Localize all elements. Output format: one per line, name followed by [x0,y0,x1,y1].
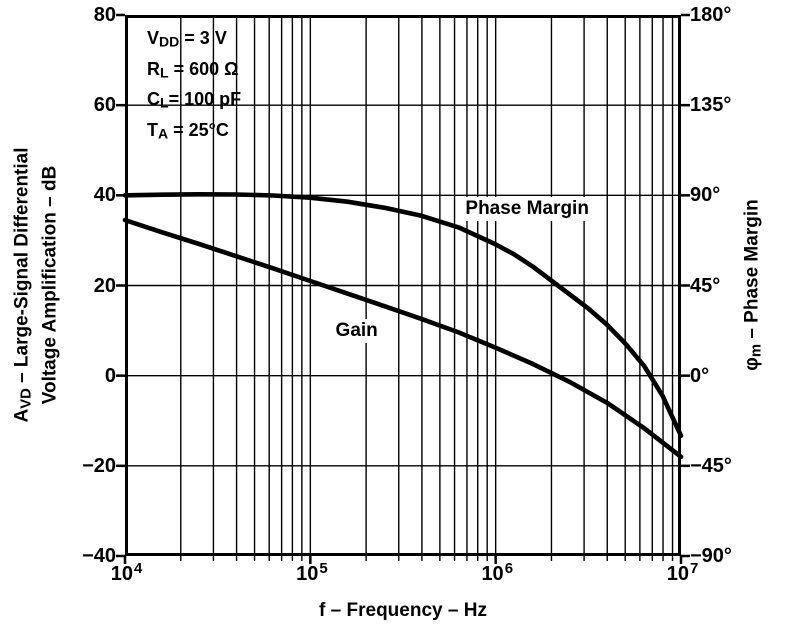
condition-subscript: L [160,64,169,81]
condition-line-3: CL= 100 pF [147,86,241,117]
test-conditions: VDD = 3 V RL = 600 Ω CL= 100 pF TA = 25°C [147,25,254,153]
plot-area: VDD = 3 V RL = 600 Ω CL= 100 pF TA = 25°C P… [116,13,690,564]
left-axis-title-line2: Voltage Amplification – dB [39,165,61,405]
y-tick-label-right: −90° [690,545,732,567]
x-tick-exponent: 4 [134,560,143,577]
condition-text: = 25°C [168,119,229,140]
condition-text: = 100 pF [168,89,242,110]
y-tick-label-right: 45° [690,274,721,297]
axis-tick-marks [116,13,690,564]
y-tick-label-right: 90° [690,184,721,207]
x-tick-base: 10 [666,563,690,585]
condition-line-4: TA = 25°C [147,117,241,148]
right-axis-title: φm – Phase Margin [741,199,765,371]
condition-text: C [147,89,160,110]
x-tick-exponent: 5 [319,560,328,577]
y-tick-label-left: 0 [104,364,116,387]
phase-margin-curve [122,192,684,439]
plot-frame [125,15,681,556]
y-tick-label-right: 180° [690,4,732,26]
left-axis-title: AVD – Large-Signal Differential Voltage … [11,147,62,422]
y-tick-label-left: 60 [93,94,116,117]
condition-text: = 600 Ω [168,58,239,79]
x-tick-base: 10 [110,563,134,585]
condition-text: T [147,119,158,140]
y-tick-label-left: 40 [93,184,116,207]
condition-text: R [147,58,160,79]
x-tick-label: 106 [481,560,513,586]
gain-curve [122,217,684,460]
condition-subscript: A [158,125,169,142]
chart-canvas [116,13,690,564]
x-tick-label: 105 [296,560,328,586]
condition-text: = 3 V [179,28,227,48]
y-tick-label-left: 80 [93,4,116,26]
x-axis-title: f – Frequency – Hz [319,600,487,621]
x-tick-label: 104 [111,560,143,586]
condition-text: V [147,28,160,48]
y-tick-label-right: −45° [690,454,732,477]
y-tick-label-left: 20 [93,274,116,297]
series-label-gain: Gain [329,318,384,343]
y-tick-label-right: 0° [690,364,710,387]
x-tick-base: 10 [296,563,319,585]
grid-lines [125,15,681,556]
condition-subscript: L [160,94,169,111]
condition-subscript: DD [159,33,180,50]
x-tick-exponent: 7 [690,560,699,577]
series-label-phase-margin: Phase Margin [459,196,595,221]
y-tick-label-left: −40 [82,545,116,567]
y-tick-label-left: −20 [82,454,116,477]
left-axis-title-line1: AVD – Large-Signal Differential [11,147,35,423]
x-tick-label: 107 [667,560,699,586]
condition-line-1: VDD = 3 V [147,25,241,56]
y-tick-label-right: 135° [690,94,732,117]
x-tick-base: 10 [481,563,504,585]
condition-line-2: RL = 600 Ω [147,56,241,87]
x-tick-exponent: 6 [504,560,514,577]
